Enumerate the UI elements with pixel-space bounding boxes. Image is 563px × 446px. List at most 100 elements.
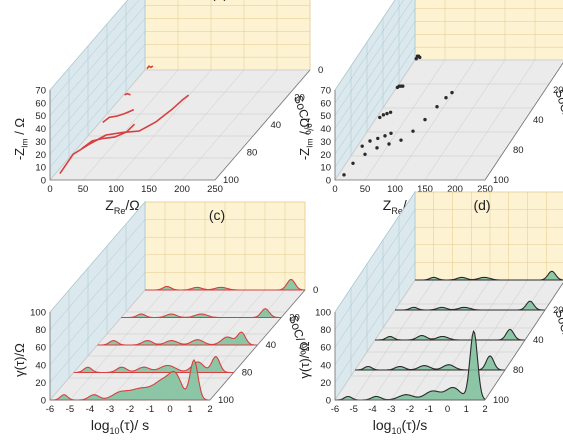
y-axis-label: -ZIm / Ω xyxy=(297,118,315,161)
data-point xyxy=(388,110,393,114)
series-soc-100 xyxy=(414,54,422,61)
data-point xyxy=(376,136,380,141)
series-soc-0 xyxy=(59,94,190,175)
y-tick-label: 60 xyxy=(35,343,46,354)
side-wall-gridline xyxy=(49,272,146,383)
side-wall-gridline xyxy=(49,254,146,365)
x-tick-label: 0 xyxy=(47,184,52,195)
data-point xyxy=(342,173,346,177)
x-tick-label: 1 xyxy=(464,404,469,415)
y-tick-label: 20 xyxy=(35,378,46,389)
x-tick-label: 250 xyxy=(207,184,223,195)
side-wall-gridline xyxy=(334,227,416,348)
x-axis-label: log10(τ)/ s xyxy=(91,417,149,436)
y-axis-label: γ(τ)/ Ω xyxy=(297,341,312,379)
side-wall-gridline xyxy=(49,18,146,129)
y-tick-label: 60 xyxy=(35,98,46,109)
series-soc-20 xyxy=(355,355,505,371)
soc-tick-label: 0 xyxy=(313,285,318,296)
chart-panel-b: 0501001502002500102030405060700204080100… xyxy=(297,0,563,216)
data-point xyxy=(368,139,372,143)
x-tick-label: -6 xyxy=(46,404,54,415)
series-soc-80 xyxy=(124,92,131,96)
floor-gridline xyxy=(454,59,536,181)
data-point xyxy=(385,111,389,116)
x-tick-label: 100 xyxy=(387,184,403,195)
data-point xyxy=(360,144,364,148)
x-tick-label: 100 xyxy=(108,184,124,195)
x-tick-label: -1 xyxy=(425,404,433,415)
x-tick-label: -2 xyxy=(126,404,134,415)
soc-tick-label: 100 xyxy=(493,175,509,186)
soc-tick-label: 20 xyxy=(294,93,305,104)
side-wall-gridline xyxy=(334,0,404,103)
soc-tick-label: 40 xyxy=(533,115,544,126)
y-tick-label: 30 xyxy=(320,137,331,148)
x-tick-label: 50 xyxy=(78,184,89,195)
series-soc-20 xyxy=(360,131,393,148)
y-tick-label: 0 xyxy=(41,176,46,187)
y-tick-label: 50 xyxy=(35,111,46,122)
series-area-soc-40 xyxy=(375,329,525,340)
series-line-soc-40 xyxy=(102,108,135,124)
y-tick-label: 40 xyxy=(320,124,331,135)
data-point xyxy=(399,138,403,142)
series-area-soc-80 xyxy=(395,301,545,310)
soc-tick-label: 20 xyxy=(553,305,563,316)
y-tick-label: 40 xyxy=(320,360,331,371)
x-tick-label: -5 xyxy=(350,404,358,415)
x-tick-label: -6 xyxy=(331,404,339,415)
soc-axis-label: SoC/ % xyxy=(552,308,563,351)
series-soc-40 xyxy=(378,110,393,120)
panels-root: 0 50 100 150 200 2500102030405060700204080100… xyxy=(12,0,563,436)
y-axis-label: -ZIm / Ω xyxy=(12,118,30,161)
data-point xyxy=(387,142,391,146)
y-tick-label: 0 xyxy=(326,396,331,407)
z-axis-line xyxy=(209,289,306,401)
x-tick-label: 50 xyxy=(360,184,371,195)
x-tick-label: -3 xyxy=(106,404,114,415)
x-tick-label: -1 xyxy=(146,404,154,415)
data-point xyxy=(423,117,427,122)
x-tick-label: -3 xyxy=(387,404,395,415)
y-tick-label: 20 xyxy=(320,378,331,389)
data-point xyxy=(435,105,439,109)
data-point xyxy=(381,113,386,117)
series-line-soc-80 xyxy=(124,92,131,96)
side-wall-gridline xyxy=(334,209,416,330)
x-tick-label: 1 xyxy=(187,404,192,415)
y-tick-label: 10 xyxy=(320,163,331,174)
soc-tick-label: 80 xyxy=(247,148,258,159)
y-tick-label: 50 xyxy=(320,111,331,122)
y-tick-label: 70 xyxy=(35,86,46,97)
soc-tick-label: 100 xyxy=(218,395,234,406)
series-soc-40 xyxy=(375,328,525,341)
y-tick-label: 20 xyxy=(35,150,46,161)
y-tick-label: 0 xyxy=(41,396,46,407)
data-point xyxy=(418,55,422,60)
floor-gridline xyxy=(424,59,506,181)
series-area-soc-0 xyxy=(335,331,485,400)
data-point xyxy=(383,134,387,138)
chart-panel-c: -6 -5 -4 -3 -2 -1 0 1 20204060801000204080100log… xyxy=(12,200,318,436)
side-wall-gridline xyxy=(49,219,146,330)
y-tick-label: 100 xyxy=(315,308,331,319)
soc-tick-label: 100 xyxy=(223,175,239,186)
back-wall xyxy=(144,0,311,71)
soc-tick-label: 80 xyxy=(242,368,253,379)
y-tick-label: 10 xyxy=(35,163,46,174)
x-tick-label: -4 xyxy=(368,404,376,415)
x-tick-label: 200 xyxy=(174,184,190,195)
y-tick-label: 80 xyxy=(320,325,331,336)
series-area-soc-20 xyxy=(355,355,505,370)
side-wall-gridline xyxy=(49,5,146,116)
x-axis-label: ZRe/Ω xyxy=(105,197,139,216)
soc-tick-label: 40 xyxy=(533,335,544,346)
x-tick-label: 200 xyxy=(447,184,463,195)
chart-panel-d: -6-5-4-3-2-10120204060801000204080100log… xyxy=(297,190,563,436)
x-tick-label: 0 xyxy=(332,184,337,195)
y-tick-label: 60 xyxy=(320,343,331,354)
chart-panel-a: 0 50 100 150 200 2500102030405060700204080100… xyxy=(12,0,323,216)
side-wall-gridline xyxy=(49,237,146,348)
